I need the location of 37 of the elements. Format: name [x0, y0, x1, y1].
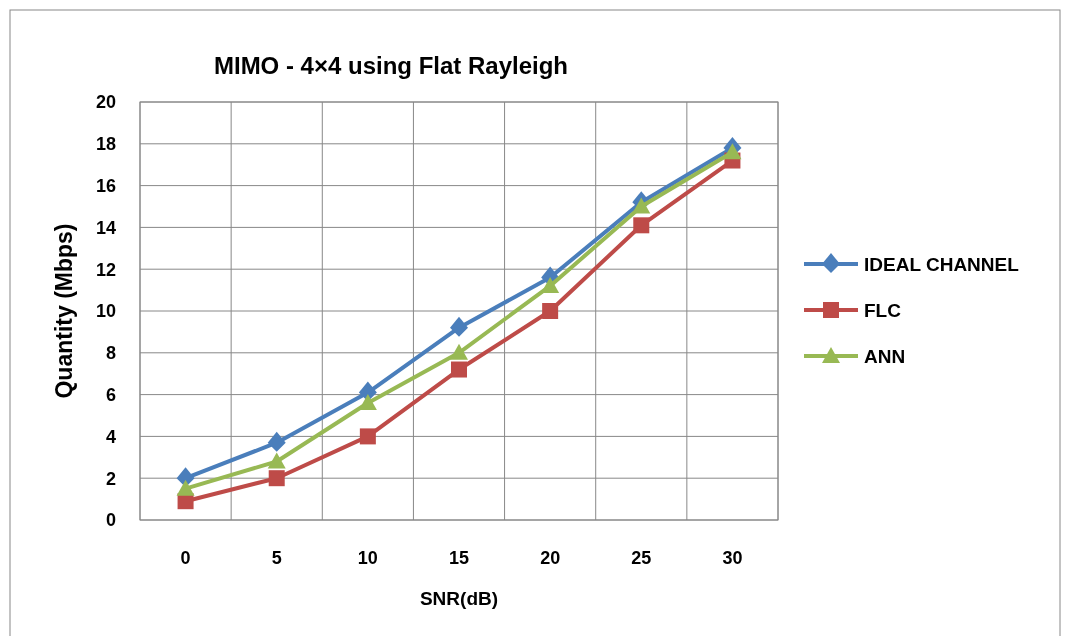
point [541, 276, 560, 293]
y-tick-label: 18 [95, 134, 116, 155]
y-axis-title: Quantity (Mbps) [51, 223, 77, 399]
point [268, 470, 285, 487]
point [359, 428, 376, 445]
legend-label: FLC [864, 299, 902, 321]
point [267, 452, 286, 469]
point [451, 361, 467, 378]
y-tick-label: 14 [95, 217, 116, 238]
x-tick-label: 20 [540, 548, 561, 569]
x-tick-label: 30 [722, 548, 743, 569]
x-tick-label: 5 [271, 548, 282, 569]
y-tick-label: 10 [95, 301, 116, 322]
y-tick-label: 20 [95, 92, 116, 113]
x-tick-label: 0 [180, 548, 191, 569]
x-tick-label: 15 [448, 548, 470, 569]
x-tick-label: 10 [357, 548, 378, 569]
y-tick-label: 16 [95, 175, 116, 196]
point [267, 431, 286, 452]
point [542, 303, 559, 319]
point [723, 143, 742, 160]
point [633, 217, 650, 234]
legend-label: ANN [864, 345, 906, 367]
y-tick-label: 4 [105, 426, 116, 447]
legend-label: IDEAL CHANNEL [864, 253, 1020, 275]
y-tick-label: 12 [95, 259, 116, 280]
y-tick-label: 6 [105, 384, 116, 405]
point [450, 316, 468, 337]
chart-title: MIMO - 4×4 using Flat Rayleigh [213, 52, 569, 79]
point [176, 479, 195, 496]
y-tick-label: 0 [105, 510, 116, 531]
y-tick-label: 2 [105, 468, 116, 489]
y-tick-label: 8 [105, 343, 116, 364]
point [450, 343, 468, 360]
x-tick-label: 25 [631, 548, 652, 569]
point [632, 197, 651, 214]
x-axis-title: SNR(dB) [419, 588, 499, 609]
